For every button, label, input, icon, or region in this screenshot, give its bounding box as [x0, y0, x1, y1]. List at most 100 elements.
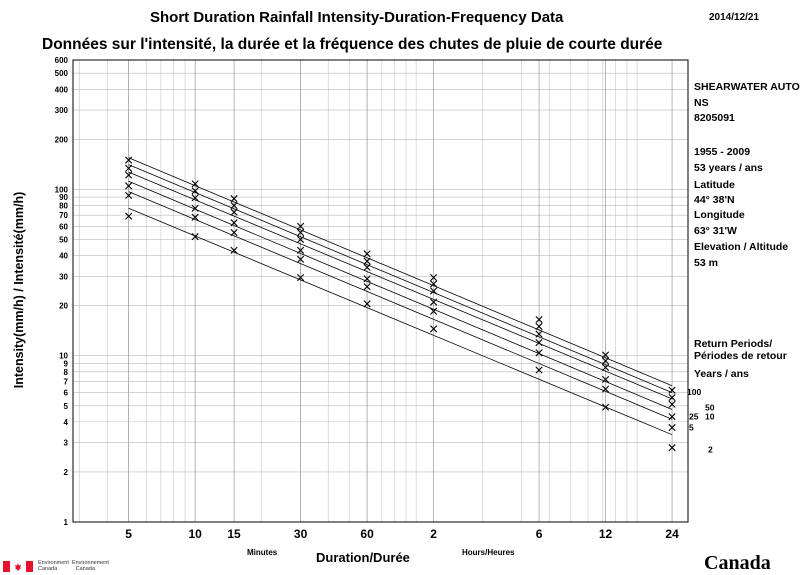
data-point-5 — [430, 307, 438, 315]
legend-title-fr: Périodes de retour — [694, 350, 787, 362]
series-line-5 — [128, 191, 673, 420]
elevation-label: Elevation / Altitude — [694, 241, 789, 253]
x-tick-label: 5 — [125, 527, 132, 541]
data-point-50 — [363, 257, 371, 265]
data-point-5 — [668, 423, 676, 432]
x-axis-ticks: 5 10 15 30 60 2 6 12 24 — [125, 527, 679, 541]
y-tick-label: 9 — [64, 359, 69, 368]
data-point-100 — [430, 273, 438, 282]
data-point-50 — [296, 228, 305, 237]
station-id: 8205091 — [694, 112, 735, 124]
y-tick-label: 20 — [59, 302, 68, 311]
data-point-2 — [296, 273, 305, 282]
data-point-50 — [601, 357, 610, 365]
y-tick-label: 80 — [59, 202, 68, 211]
chart-title-fr: Données sur l'intensité, la durée et la … — [42, 36, 663, 53]
legend-title-en: Return Periods/ — [694, 338, 773, 350]
data-point-100 — [601, 351, 610, 359]
return-period-label-2: 2 — [708, 445, 713, 455]
data-point-5 — [125, 191, 133, 200]
x-axis-label: Duration/Durée — [316, 550, 410, 565]
data-point-10 — [601, 375, 610, 384]
return-period-label-25: 25 — [689, 411, 699, 421]
x-tick-label: 60 — [360, 527, 374, 541]
y-tick-label: 6 — [64, 389, 69, 398]
data-point-100 — [668, 386, 676, 394]
data-point-50 — [668, 393, 676, 402]
data-point-25 — [363, 263, 371, 271]
data-point-5 — [363, 283, 371, 291]
station-years: 53 years / ans — [694, 162, 763, 174]
data-point-10 — [363, 275, 371, 283]
data-point-25 — [668, 400, 676, 408]
data-point-2 — [430, 325, 438, 333]
data-point-50 — [535, 322, 543, 331]
data-point-2 — [191, 233, 199, 241]
station-name: SHEARWATER AUTO — [694, 81, 800, 93]
data-point-5 — [230, 228, 238, 237]
data-point-25 — [430, 287, 438, 295]
y-tick-label: 5 — [64, 402, 69, 411]
y-tick-label: 500 — [55, 69, 69, 78]
data-point-2 — [125, 212, 133, 220]
data-point-100 — [296, 222, 305, 230]
data-point-100 — [125, 156, 133, 164]
return-period-label-50: 50 — [705, 403, 715, 413]
series-line-10 — [128, 180, 673, 410]
data-point-100 — [363, 250, 371, 258]
y-tick-label: 40 — [59, 252, 68, 261]
longitude-label: Longitude — [694, 209, 745, 221]
legend-years: Years / ans — [694, 368, 749, 380]
x-tick-label: 24 — [665, 527, 679, 541]
y-tick-label: 70 — [59, 211, 68, 220]
y-tick-label: 90 — [59, 193, 68, 202]
data-point-5 — [535, 349, 543, 357]
x-tick-label: 12 — [599, 527, 613, 541]
environment-canada-text: Environment Environnement Canada Canada — [38, 560, 109, 572]
y-tick-label: 4 — [64, 418, 69, 427]
y-tick-label: 30 — [59, 272, 68, 281]
plot-frame — [72, 59, 689, 523]
elevation-value: 53 m — [694, 257, 718, 269]
x-tick-label: 2 — [430, 527, 437, 541]
data-point-100 — [191, 180, 199, 188]
x-tick-label: 6 — [536, 527, 543, 541]
y-tick-label: 3 — [64, 439, 69, 448]
return-period-label-100: 100 — [687, 387, 701, 397]
data-point-50 — [230, 201, 238, 210]
data-point-100 — [535, 315, 543, 324]
data-point-5 — [601, 385, 610, 393]
data-point-100 — [230, 195, 238, 203]
y-tick-label: 100 — [55, 185, 69, 194]
y-tick-label: 50 — [59, 235, 68, 244]
y-tick-label: 60 — [59, 222, 68, 231]
y-tick-label: 600 — [55, 56, 69, 65]
data-point-25 — [191, 194, 199, 202]
data-point-50 — [125, 164, 133, 172]
data-point-25 — [601, 363, 610, 372]
y-tick-label: 200 — [55, 135, 69, 144]
y-tick-label: 8 — [64, 368, 69, 377]
canada-flag-icon — [3, 561, 33, 572]
data-point-50 — [430, 280, 438, 288]
data-point-10 — [191, 204, 199, 212]
y-tick-label: 400 — [55, 85, 69, 94]
y-tick-label: 10 — [59, 352, 68, 361]
minutes-label: Minutes — [247, 548, 278, 557]
data-point-25 — [230, 208, 238, 216]
data-point-25 — [535, 330, 543, 338]
data-point-2 — [230, 246, 238, 254]
chart-title-en: Short Duration Rainfall Intensity-Durati… — [150, 9, 564, 26]
data-point-2 — [601, 403, 610, 411]
data-point-5 — [191, 213, 199, 221]
data-point-10 — [430, 298, 438, 306]
series-line-50 — [128, 164, 673, 393]
data-point-2 — [535, 366, 543, 374]
series-lines — [128, 157, 673, 436]
series-markers — [125, 156, 676, 452]
data-point-10 — [668, 413, 676, 421]
data-point-10 — [296, 246, 305, 254]
